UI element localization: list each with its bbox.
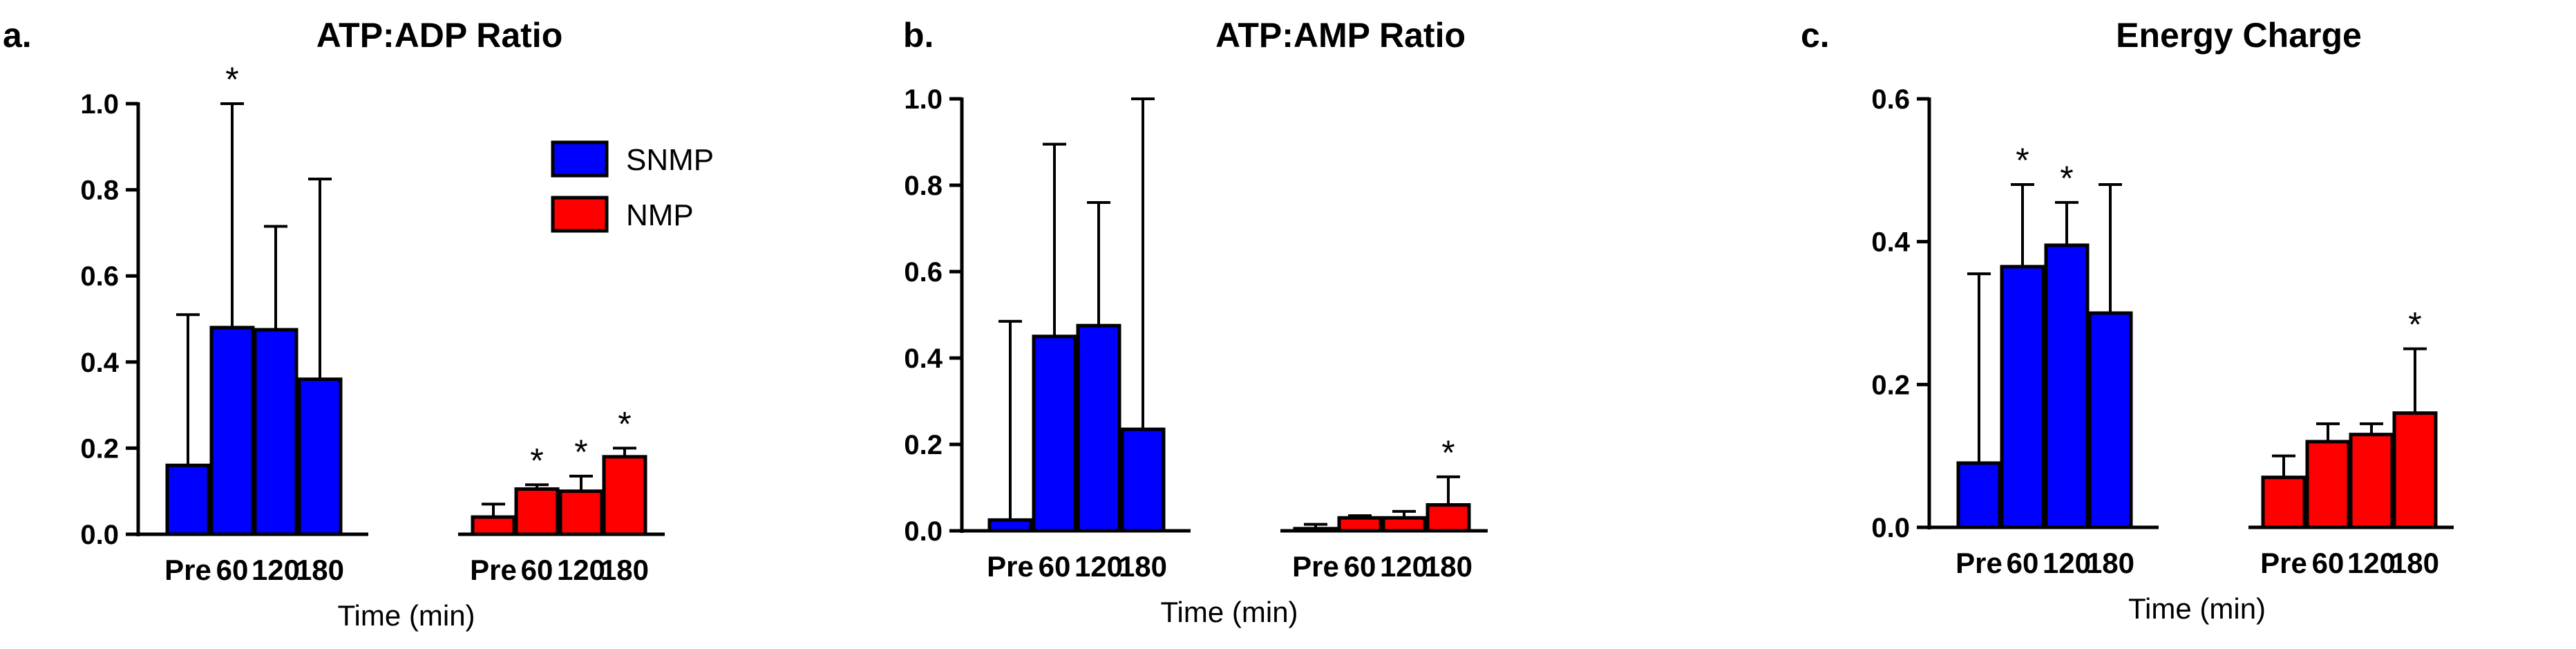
panel-letter: a. [3, 16, 32, 55]
bar-snmp-120 [2044, 243, 2090, 529]
bar-nmp-60 [514, 487, 560, 536]
bar-snmp-120 [1076, 323, 1121, 533]
bar-nmp-180 [2392, 411, 2438, 529]
legend-label-snmp: SNMP [626, 143, 714, 177]
y-tick-label: 0.0 [80, 520, 119, 550]
x-tick-label: 120 [2347, 547, 2396, 579]
x-tick-label: Pre [1292, 550, 1339, 583]
bar-nmp-pre [2261, 476, 2307, 529]
significance-marker: * [574, 433, 587, 471]
legend: SNMP NMP [551, 140, 714, 233]
y-tick-label: 0.4 [904, 344, 943, 374]
y-tick-label: 0.4 [1871, 227, 1910, 258]
x-tick-label: 60 [1344, 550, 1376, 583]
x-tick-label: Pre [1955, 547, 2002, 579]
x-tick-label: 60 [521, 554, 553, 586]
x-tick-label: 180 [2086, 547, 2134, 579]
panel-letter: b. [903, 16, 934, 55]
significance-marker: * [530, 441, 543, 480]
bar-nmp-pre [1293, 527, 1338, 533]
x-tick-label: 120 [1380, 550, 1428, 583]
y-tick-label: 0.8 [80, 176, 119, 206]
y-tick-label: 0.2 [904, 430, 943, 460]
bar-nmp-180 [602, 455, 647, 536]
bar-snmp-60 [1032, 335, 1077, 533]
y-tick-label: 1.0 [80, 89, 119, 120]
x-tick-label: 180 [1424, 550, 1472, 583]
significance-marker: * [225, 60, 238, 99]
y-tick-label: 0.6 [1871, 84, 1910, 115]
x-tick-label: 180 [1119, 550, 1167, 583]
significance-marker: * [1441, 433, 1455, 472]
bar-nmp-pre [471, 515, 516, 536]
bar-snmp-60 [2000, 265, 2045, 529]
x-tick-label: Pre [164, 554, 211, 586]
bar-snmp-pre [1956, 461, 2002, 529]
x-tick-label: Pre [987, 550, 1034, 583]
significance-marker: * [2060, 159, 2073, 198]
x-axis-label: Time (min) [337, 599, 475, 632]
significance-marker: * [618, 404, 631, 443]
y-tick-label: 0.6 [904, 257, 943, 288]
x-tick-label: 120 [252, 554, 300, 586]
bar-snmp-180 [2087, 311, 2133, 529]
chart-panel-3: c. Energy Charge0.00.20.40.6Pre*60*120180… [1801, 16, 2454, 625]
x-tick-label: 180 [296, 554, 344, 586]
bar-nmp-120 [558, 489, 604, 536]
x-axis-label: Time (min) [1160, 596, 1298, 628]
y-tick-label: 0.2 [1871, 370, 1910, 400]
x-tick-label: 180 [600, 554, 649, 586]
chart-title: Energy Charge [2116, 16, 2362, 55]
y-tick-label: 0.8 [904, 171, 943, 201]
legend-swatch-snmp [551, 140, 609, 178]
bar-nmp-180 [1426, 503, 1471, 533]
bar-nmp-60 [1337, 516, 1383, 533]
bar-nmp-120 [2349, 433, 2394, 529]
bar-nmp-120 [1381, 516, 1427, 533]
chart-title: ATP:AMP Ratio [1215, 16, 1466, 55]
x-tick-label: Pre [470, 554, 517, 586]
y-tick-label: 0.0 [904, 516, 943, 547]
significance-marker: * [2408, 305, 2421, 344]
bar-snmp-60 [209, 326, 255, 536]
x-tick-label: 60 [1039, 550, 1071, 583]
bar-snmp-pre [987, 518, 1033, 533]
x-tick-label: Pre [2260, 547, 2307, 579]
bar-nmp-60 [2305, 440, 2351, 529]
x-tick-label: 120 [557, 554, 605, 586]
y-tick-label: 0.2 [80, 433, 119, 464]
x-tick-label: 120 [1074, 550, 1123, 583]
x-tick-label: 180 [2391, 547, 2439, 579]
x-tick-label: 60 [216, 554, 249, 586]
x-tick-label: 60 [2007, 547, 2039, 579]
significance-marker: * [2016, 141, 2029, 180]
x-axis-label: Time (min) [2128, 592, 2266, 625]
x-tick-label: 60 [2312, 547, 2345, 579]
y-tick-label: 0.4 [80, 348, 119, 378]
bar-snmp-180 [297, 377, 343, 536]
legend-swatch-nmp [551, 196, 609, 233]
legend-label-nmp: NMP [626, 198, 694, 232]
chart-title: ATP:ADP Ratio [316, 16, 563, 55]
panel-letter: c. [1801, 16, 1830, 55]
bar-snmp-pre [165, 463, 211, 536]
bar-snmp-180 [1120, 427, 1166, 533]
y-tick-label: 1.0 [904, 84, 943, 115]
bar-snmp-120 [253, 328, 299, 536]
y-tick-label: 0.6 [80, 261, 119, 292]
y-tick-label: 0.0 [1871, 513, 1910, 543]
x-tick-label: 120 [2043, 547, 2091, 579]
